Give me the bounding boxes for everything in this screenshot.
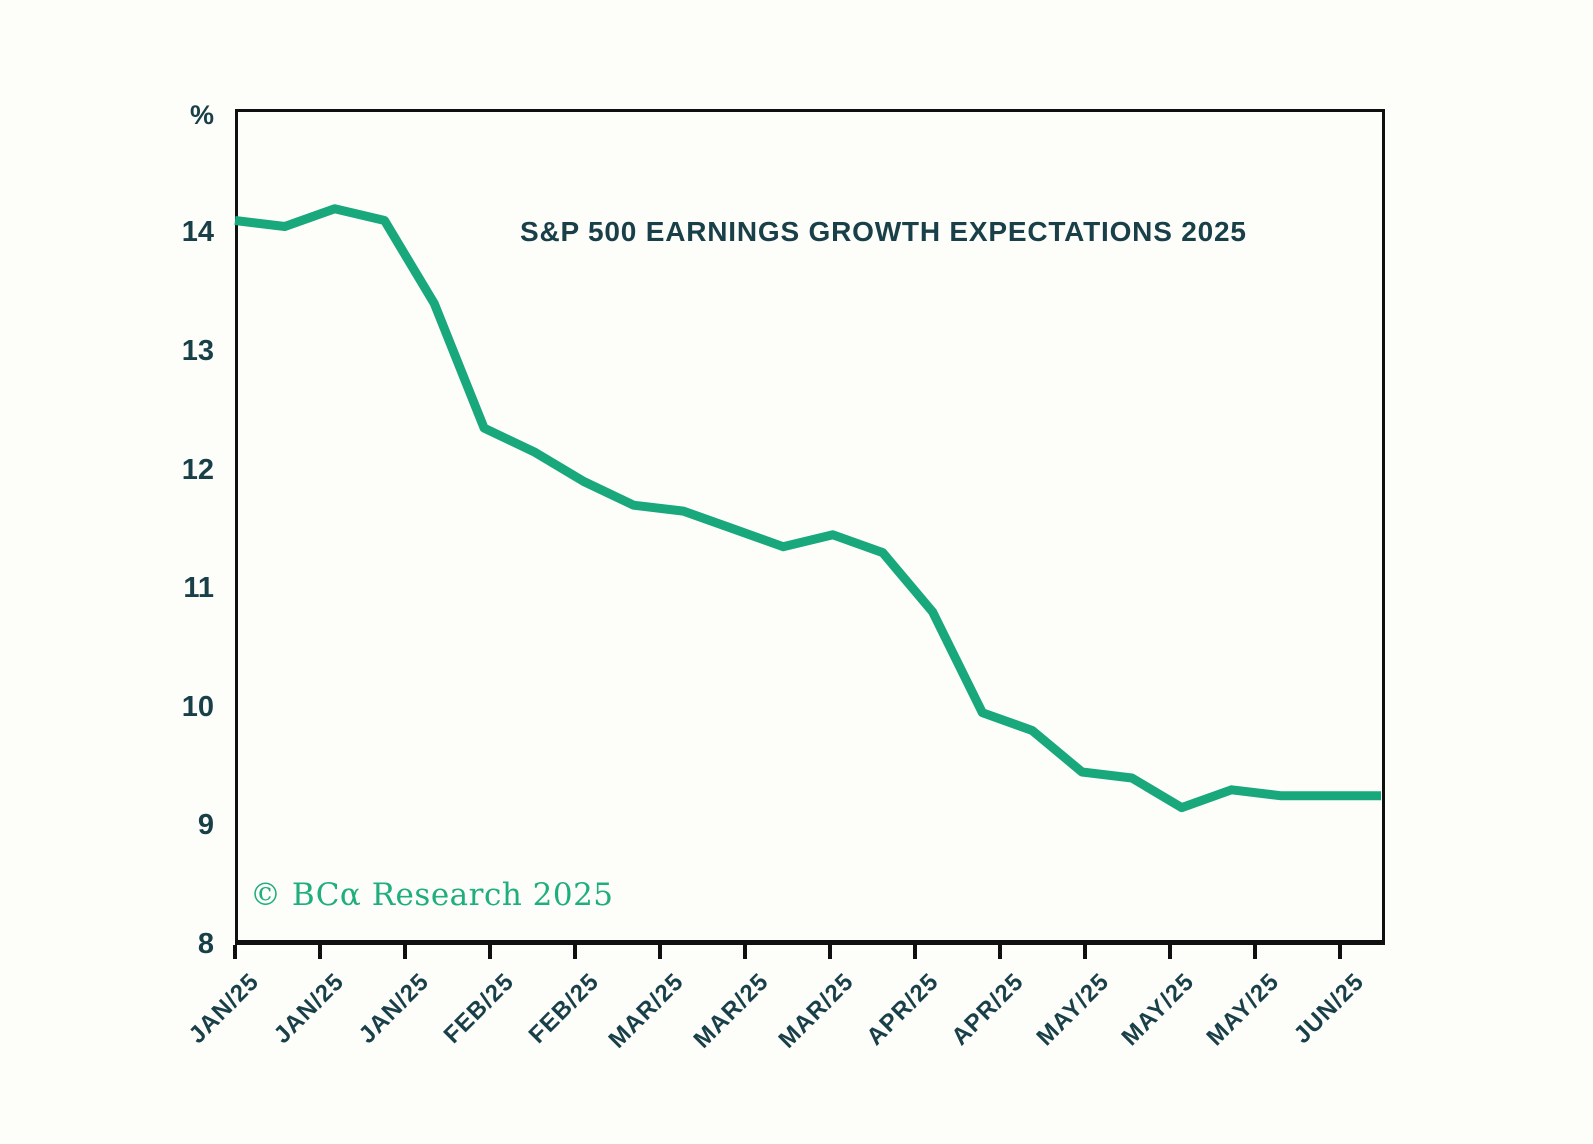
y-tick-label: 9 (197, 809, 214, 842)
y-axis-unit-label: % (189, 100, 214, 130)
y-tick-label: 14 (181, 216, 214, 249)
y-tick-label: 8 (197, 928, 214, 960)
x-tick-label: APR/25 (861, 968, 945, 1051)
x-tick-label: FEB/25 (438, 968, 520, 1049)
x-tick-label: MAY/25 (1116, 968, 1200, 1052)
x-tick-mark (658, 945, 662, 959)
x-tick-mark (743, 945, 747, 959)
y-tick-label: 13 (181, 335, 214, 367)
x-tick-label: FEB/25 (523, 968, 605, 1049)
x-tick-mark (318, 945, 322, 959)
x-tick-mark (488, 945, 492, 959)
x-tick-label: JAN/25 (268, 968, 350, 1049)
x-tick-label: MAR/25 (688, 968, 775, 1054)
x-tick-label: MAY/25 (1031, 968, 1115, 1052)
x-tick-label: JUN/25 (1288, 968, 1370, 1049)
x-tick-mark (913, 945, 917, 959)
x-tick-label: JAN/25 (353, 968, 435, 1049)
x-tick-label: JAN/25 (183, 968, 265, 1049)
y-tick-label: 11 (183, 572, 214, 605)
y-tick-label: 10 (181, 690, 214, 723)
x-tick-mark (233, 945, 237, 959)
x-tick-mark (1253, 945, 1257, 959)
x-tick-label: MAY/25 (1201, 968, 1285, 1052)
x-tick-label: MAR/25 (603, 968, 690, 1054)
y-tick-label: 12 (181, 453, 214, 486)
x-tick-label: APR/25 (946, 968, 1030, 1051)
x-tick-mark (1083, 945, 1087, 959)
x-tick-mark (1168, 945, 1172, 959)
x-tick-mark (573, 945, 577, 959)
x-tick-mark (828, 945, 832, 959)
x-tick-label: MAR/25 (773, 968, 860, 1054)
copyright-watermark: © BCα Research 2025 (250, 877, 614, 913)
chart-title: S&P 500 EARNINGS GROWTH EXPECTATIONS 202… (520, 216, 1247, 247)
x-tick-mark (998, 945, 1002, 959)
x-tick-mark (403, 945, 407, 959)
x-tick-mark (1338, 945, 1342, 959)
